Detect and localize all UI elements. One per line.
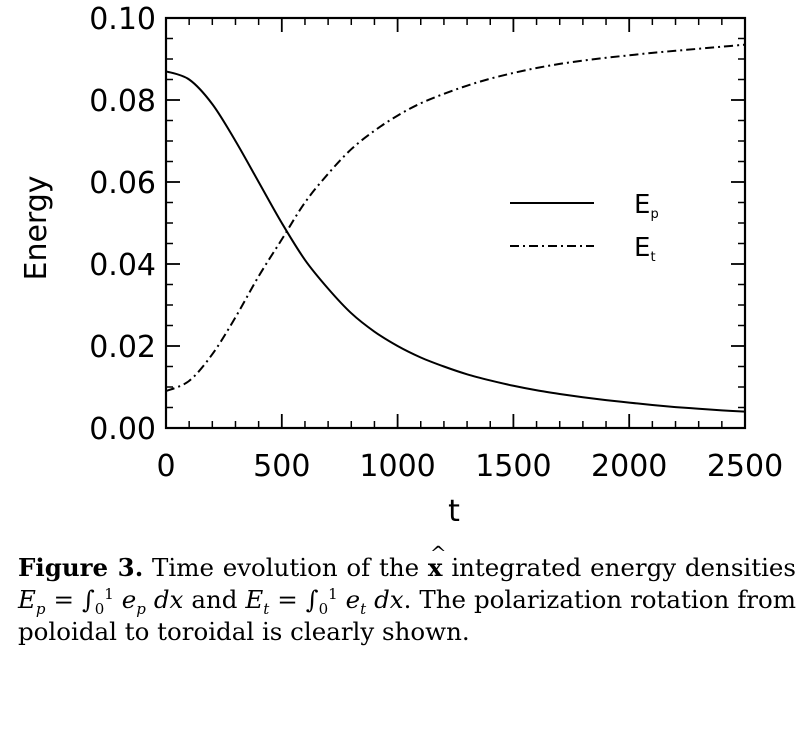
caption-eq-t-int-upper: 1 [328, 584, 338, 603]
caption-eq-p-integrand-sub: p [136, 599, 146, 618]
caption-text-2: integrated energy densities [451, 553, 796, 582]
caption-eq-p-lhs-sub: p [35, 599, 46, 618]
series-line-t [165, 43, 746, 393]
y-tick-label: 0.00 [89, 412, 156, 447]
y-tick-label: 0.10 [89, 2, 156, 37]
caption-label: Figure 3. [18, 553, 144, 582]
caption-eq-t-integrand-sub: t [360, 599, 367, 618]
caption-eq-t-integrand-main: e [345, 585, 361, 614]
caption-hat-x: x [428, 537, 446, 584]
legend-label-t: Et [634, 233, 656, 265]
caption-eq-t-dx: dx [374, 585, 404, 614]
caption-eq-p-equals: = ∫ [45, 585, 95, 614]
y-tick-label: 0.06 [89, 166, 156, 201]
x-tick-label: 2000 [591, 449, 667, 484]
caption-eq-t-lhs: E [245, 585, 264, 614]
x-axis-title: t [448, 494, 460, 529]
caption-eq-t-equals: = ∫ [269, 585, 319, 614]
caption-eq-p-int-lower: 0 [94, 599, 105, 618]
caption-eq-t-lhs-sub: t [263, 599, 270, 618]
plot-border [164, 16, 747, 430]
x-tick-label: 1500 [475, 449, 551, 484]
figure-caption: Figure 3. Time evolution of the x integr… [18, 537, 796, 648]
y-tick-label: 0.04 [89, 248, 156, 283]
caption-eq-p-dx: dx [153, 585, 184, 614]
caption-eq-t-integrand: et [345, 585, 367, 616]
caption-text-1: Time evolution of the [152, 553, 420, 582]
caption-text-and: and [191, 585, 238, 614]
series-line-p [165, 70, 746, 413]
caption-eq-p: Ep [18, 585, 46, 616]
x-tick-label: 500 [253, 449, 310, 484]
caption-text-3: . The polarization rotation from poloida… [18, 585, 796, 646]
legend: Ep Et [510, 190, 659, 265]
y-tick-label: 0.08 [89, 84, 156, 119]
series-lines [165, 43, 746, 413]
caption-eq-p-lhs: E [18, 585, 36, 614]
x-tick-label: 1000 [359, 449, 435, 484]
caption-eq-t-int-lower: 0 [318, 599, 329, 618]
x-tick-label: 2500 [707, 449, 783, 484]
x-tick-label: 0 [156, 449, 175, 484]
axis-tick-labels: 0 500 1000 1500 2000 2500 0.00 0.02 0.04 0.06 0.08… [89, 2, 783, 484]
legend-label-p: Ep [634, 190, 659, 222]
caption-eq-p-integrand-main: e [121, 585, 137, 614]
plot-frame [164, 16, 747, 430]
energy-chart: 0 500 1000 1500 2000 2500 0.00 0.02 0.04 0.06 0.08… [19, 2, 783, 529]
caption-eq-t: Et [245, 585, 269, 616]
y-axis-title: Energy [19, 175, 54, 280]
caption-eq-p-int-upper: 1 [104, 584, 114, 603]
y-tick-label: 0.02 [89, 330, 156, 365]
axis-ticks [165, 17, 746, 429]
caption-eq-p-integrand: ep [121, 585, 146, 616]
